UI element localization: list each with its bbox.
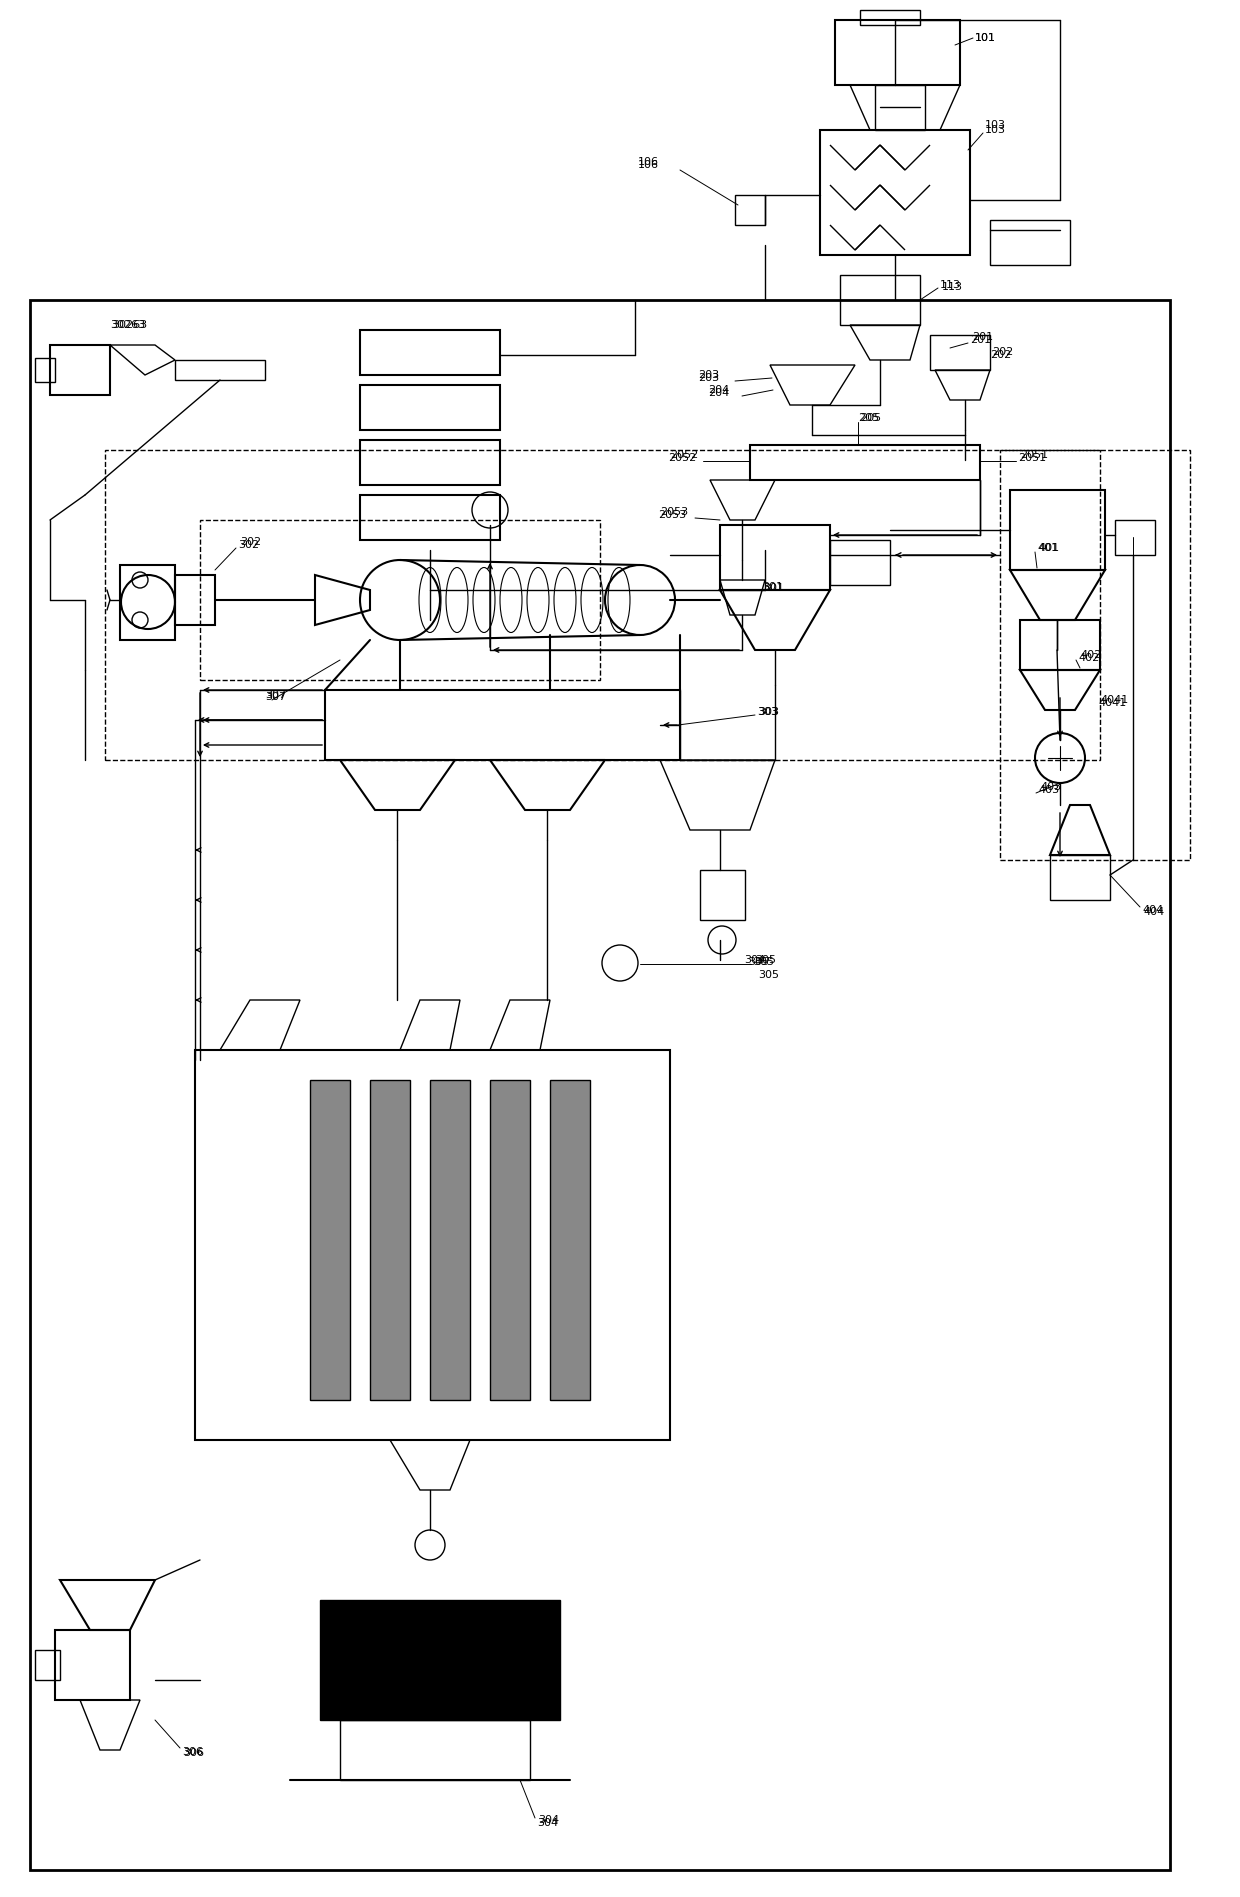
Bar (999, 450, 1190, 859)
Text: 201: 201 (972, 332, 993, 341)
Text: 303: 303 (758, 708, 779, 717)
Text: 103: 103 (985, 125, 1006, 135)
Bar (490, 1079, 529, 1400)
Bar (105, 450, 1100, 761)
Bar (120, 565, 175, 639)
Bar (370, 1079, 410, 1400)
Text: 305: 305 (758, 969, 779, 981)
Text: 113: 113 (942, 283, 963, 292)
Bar (701, 871, 745, 920)
Bar (35, 359, 55, 381)
Bar (30, 300, 1171, 1870)
Text: 305: 305 (755, 954, 776, 966)
Text: 30263: 30263 (110, 321, 145, 330)
Bar (839, 275, 920, 324)
Text: 302: 302 (241, 537, 262, 546)
Text: 303: 303 (756, 708, 777, 717)
Bar (55, 1630, 130, 1700)
Bar (861, 9, 920, 25)
Text: 302: 302 (238, 541, 259, 550)
Text: 402: 402 (1078, 653, 1099, 662)
Bar (340, 1721, 529, 1779)
Bar (195, 1051, 670, 1440)
Bar (990, 220, 1070, 266)
Bar (830, 541, 890, 584)
Bar (835, 21, 960, 85)
Bar (35, 1650, 60, 1681)
Bar (1050, 856, 1110, 899)
Text: 304: 304 (537, 1817, 558, 1829)
Text: 307: 307 (265, 691, 286, 700)
Bar (930, 336, 990, 370)
Bar (735, 195, 765, 226)
Text: 101: 101 (975, 32, 996, 44)
Bar (50, 345, 110, 395)
Text: 30263: 30263 (112, 321, 148, 330)
Text: 4041: 4041 (1100, 694, 1128, 706)
Text: 113: 113 (940, 281, 961, 290)
Text: 2053: 2053 (658, 510, 686, 520)
Bar (360, 440, 500, 486)
Bar (325, 691, 680, 761)
Text: 2052: 2052 (668, 453, 696, 463)
Bar (320, 1599, 560, 1721)
Text: 301: 301 (763, 582, 782, 592)
Bar (875, 85, 925, 131)
Bar (1115, 520, 1154, 556)
Text: 306: 306 (182, 1747, 203, 1757)
Bar (175, 360, 265, 379)
Text: 201: 201 (970, 336, 991, 345)
Text: 2052: 2052 (670, 450, 698, 459)
Text: 205: 205 (861, 414, 882, 423)
Text: 202: 202 (990, 351, 1012, 360)
Text: 4041: 4041 (1097, 698, 1126, 708)
Text: 304: 304 (538, 1815, 559, 1825)
Text: 403: 403 (1038, 785, 1059, 795)
Bar (175, 575, 215, 624)
Text: 404: 404 (1143, 907, 1164, 916)
Text: 2053: 2053 (660, 506, 688, 518)
Text: 305: 305 (748, 956, 769, 967)
Text: 404: 404 (1142, 905, 1163, 914)
Text: 2051: 2051 (1018, 453, 1047, 463)
Bar (1021, 620, 1100, 670)
Text: 106: 106 (639, 157, 658, 167)
Text: 103: 103 (985, 120, 1006, 131)
Text: 2051: 2051 (1021, 450, 1048, 459)
Text: 401: 401 (1038, 543, 1059, 554)
Bar (360, 495, 500, 541)
Bar (551, 1079, 590, 1400)
Bar (1011, 489, 1105, 569)
Bar (200, 520, 600, 679)
Bar (720, 525, 830, 590)
Bar (360, 330, 500, 376)
Text: 301: 301 (763, 582, 784, 594)
Text: 202: 202 (992, 347, 1013, 357)
Text: 305: 305 (753, 956, 774, 967)
Bar (360, 385, 500, 431)
Text: 204: 204 (708, 389, 729, 398)
Bar (310, 1079, 350, 1400)
Text: 403: 403 (1040, 782, 1061, 793)
Text: 402: 402 (1080, 651, 1101, 660)
Bar (750, 446, 980, 480)
Text: 106: 106 (639, 159, 658, 171)
Text: 203: 203 (698, 374, 719, 383)
Text: 101: 101 (975, 32, 996, 44)
Text: 306: 306 (184, 1747, 205, 1759)
Text: 204: 204 (708, 385, 729, 395)
Bar (820, 131, 970, 254)
Bar (430, 1079, 470, 1400)
Text: 205: 205 (858, 414, 879, 423)
Text: 307: 307 (265, 692, 286, 702)
Text: 304: 304 (744, 954, 765, 966)
Text: 203: 203 (698, 370, 719, 379)
Text: 401: 401 (1037, 543, 1058, 554)
